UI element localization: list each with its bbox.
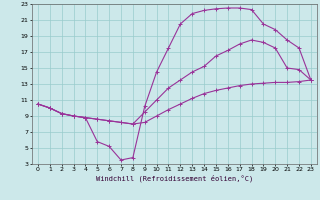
X-axis label: Windchill (Refroidissement éolien,°C): Windchill (Refroidissement éolien,°C) xyxy=(96,175,253,182)
